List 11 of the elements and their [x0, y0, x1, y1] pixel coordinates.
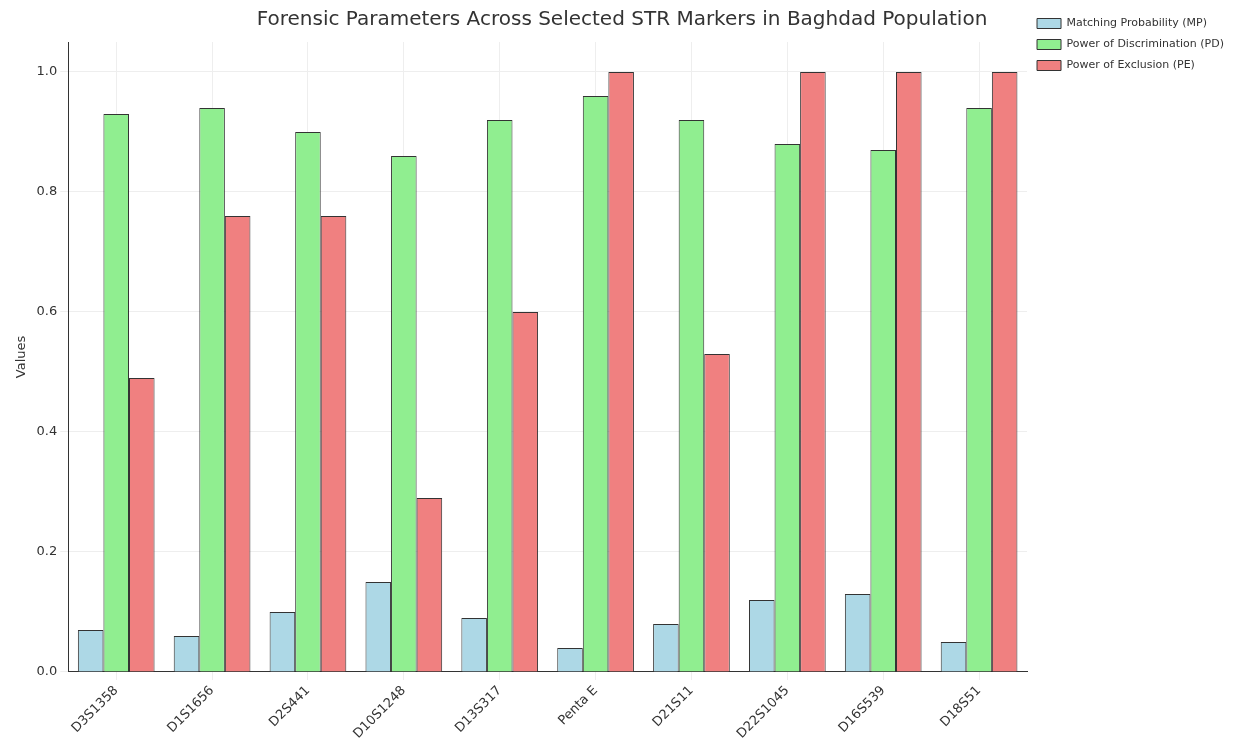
chart-title: Forensic Parameters Across Selected STR Markers in Baghdad Population — [256, 6, 988, 31]
legend-label: Power of Exclusion (PE) — [1066, 58, 1195, 72]
y-axis-title: Values — [13, 335, 29, 379]
legend-label: Power of Discrimination (PD) — [1066, 37, 1225, 51]
y-tick-label: 0.6 — [36, 303, 58, 319]
y-tick-label: 1.0 — [36, 63, 58, 79]
legend-label: Matching Probability (MP) — [1066, 16, 1207, 30]
y-tick-label: 0.8 — [36, 183, 58, 199]
y-tick-label: 0.2 — [36, 543, 58, 559]
y-tick-label: 0.4 — [36, 423, 58, 439]
y-tick-label: 0.0 — [36, 663, 58, 679]
